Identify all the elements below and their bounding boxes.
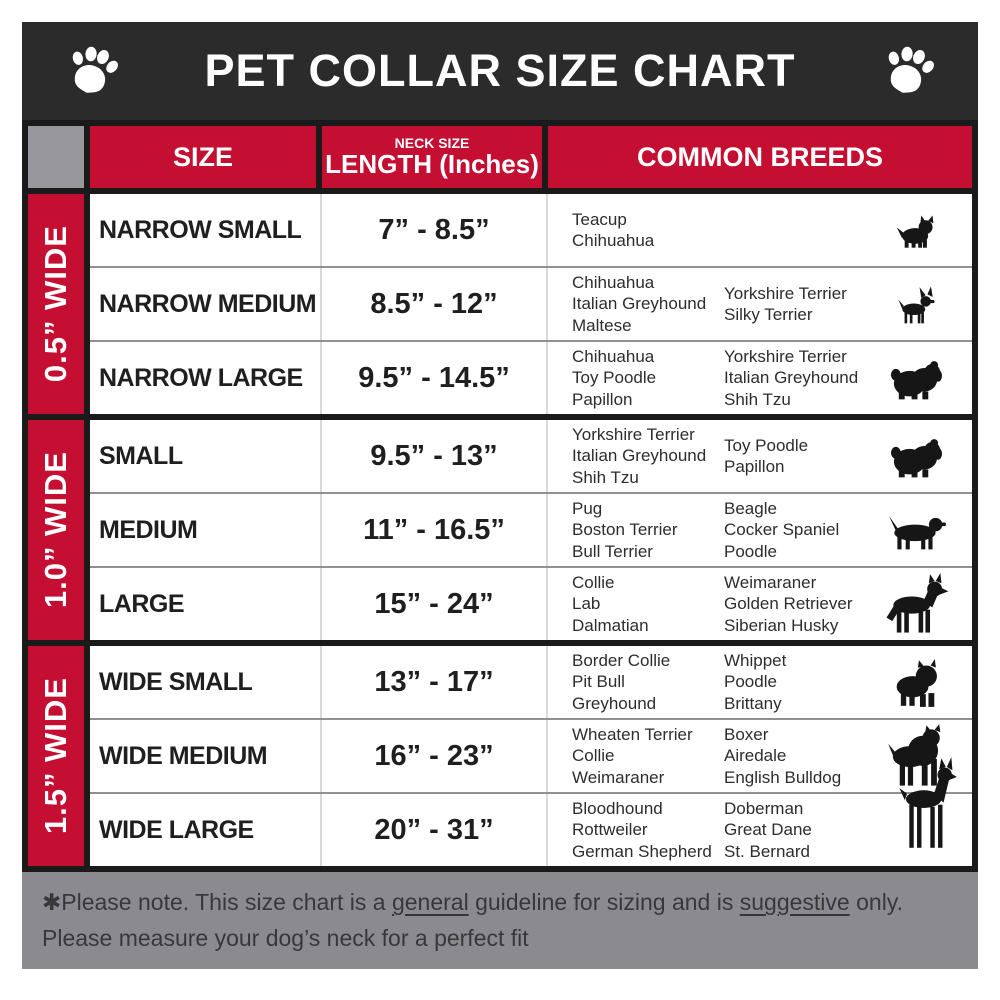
group-label-bar-15: 1.5” WIDE [28, 646, 90, 866]
table-row: WIDE LARGE 20” - 31” Bloodhound Rottweil… [90, 757, 972, 866]
footnote-text: guideline for sizing and is [468, 889, 740, 915]
footnote-line2: Please measure your dog’s neck for a per… [42, 924, 529, 951]
footnote-text: only. [849, 889, 903, 915]
breeds-list-a: Wheaten Terrier Collie Weimaraner [572, 725, 693, 787]
breeds-list-b: Weimaraner Golden Retriever Siberian Hus… [724, 573, 853, 635]
breeds-list-b: Whippet Poodle Brittany [724, 651, 787, 713]
breeds-list-a: Yorkshire Terrier Italian Greyhound Shih… [572, 425, 707, 487]
table-header-row: SIZE NECK SIZE LENGTH (Inches) COMMON BR… [28, 126, 972, 188]
size-chart-table: SIZE NECK SIZE LENGTH (Inches) COMMON BR… [22, 120, 978, 872]
breeds-list-a: Teacup Chihuahua [572, 209, 655, 250]
table-row: NARROW LARGE 9.5” - 14.5” Chihuahua Toy … [90, 340, 972, 414]
size-cell: NARROW SMALL [90, 194, 322, 266]
breeds-cell: Chihuahua Italian Greyhound Maltese York… [548, 268, 972, 340]
width-group-15: 1.5” WIDE WIDE SMALL 13” - 17” Border Co… [28, 646, 972, 866]
breeds-list-b: Yorkshire Terrier Silky Terrier [724, 283, 847, 324]
size-cell: MEDIUM [90, 494, 322, 566]
paw-print-icon [72, 46, 118, 93]
breeds-cell: Bloodhound Rottweiler German Shepherd Do… [548, 757, 972, 866]
neck-size-cell: 8.5” - 12” [322, 268, 548, 340]
breeds-list-b: Beagle Cocker Spaniel Poodle [724, 499, 840, 561]
group-label-bar-10: 1.0” WIDE [28, 420, 90, 640]
footnote-underlined-suggestive: suggestive [739, 889, 850, 915]
width-group-10: 1.0” WIDE SMALL 9.5” - 13” Yorkshire Ter… [28, 420, 972, 640]
breeds-list-b: Boxer Airedale English Bulldog [724, 725, 842, 787]
table-row: SMALL 9.5” - 13” Yorkshire Terrier Itali… [90, 420, 972, 492]
breeds-cell: Chihuahua Toy Poodle Papillon Yorkshire … [548, 342, 972, 414]
neck-size-cell: 9.5” - 14.5” [322, 342, 548, 414]
neck-size-cell: 7” - 8.5” [322, 194, 548, 266]
table-row: MEDIUM 11” - 16.5” Pug Boston Terrier Bu… [90, 492, 972, 566]
breeds-list-b: Toy Poodle Papillon [724, 435, 809, 476]
column-header-size-label: SIZE [172, 141, 233, 172]
bulldog-silhouette-icon [860, 656, 972, 709]
group-label-10: 1.0” WIDE [38, 451, 73, 609]
breeds-list-a: Border Collie Pit Bull Greyhound [572, 651, 671, 713]
column-header-neck-top-label: NECK SIZE [394, 134, 470, 151]
table-row: NARROW SMALL 7” - 8.5” Teacup Chihuahua [90, 194, 972, 266]
neck-size-cell: 13” - 17” [322, 646, 548, 718]
breeds-cell: Border Collie Pit Bull Greyhound Whippet… [548, 646, 972, 718]
neck-size-cell: 16” - 23” [322, 720, 548, 792]
page-title: PET COLLAR SIZE CHART [204, 45, 796, 96]
beagle-silhouette-icon [860, 508, 972, 552]
column-header-neck-main-label: LENGTH (Inches) [325, 149, 539, 180]
footnote-text: ✱Please note. This size chart is a [42, 889, 392, 915]
size-cell: SMALL [90, 420, 322, 492]
neck-size-cell: 11” - 16.5” [322, 494, 548, 566]
chihuahua-silhouette-icon [860, 282, 972, 326]
breeds-cell: Wheaten Terrier Collie Weimaraner Boxer … [548, 720, 972, 792]
breeds-cell: Yorkshire Terrier Italian Greyhound Shih… [548, 420, 972, 492]
paw-print-icon [888, 46, 934, 93]
table-corner-cell [28, 126, 90, 188]
breeds-cell: Teacup Chihuahua [548, 194, 972, 266]
breeds-list-a: Collie Lab Dalmatian [572, 573, 649, 635]
group-label-bar-05: 0.5” WIDE [28, 194, 90, 414]
column-header-common-breeds: COMMON BREEDS [548, 126, 972, 188]
neck-size-cell: 9.5” - 13” [322, 420, 548, 492]
size-cell: WIDE SMALL [90, 646, 322, 718]
column-header-size: SIZE [90, 126, 322, 188]
table-row: WIDE SMALL 13” - 17” Border Collie Pit B… [90, 646, 972, 718]
group-label-15: 1.5” WIDE [38, 677, 73, 835]
width-group-05: 0.5” WIDE NARROW SMALL 7” - 8.5” Teacup … [28, 194, 972, 414]
table-row: LARGE 15” - 24” Collie Lab Dalmatian Wei… [90, 566, 972, 640]
pit-bull-silhouette-icon [860, 724, 972, 788]
column-header-neck-size: NECK SIZE LENGTH (Inches) [322, 126, 548, 188]
size-cell: WIDE LARGE [90, 794, 322, 866]
footnote-underlined-general: general [391, 889, 469, 915]
size-cell: NARROW LARGE [90, 342, 322, 414]
breeds-list-a: Bloodhound Rottweiler German Shepherd [572, 799, 712, 861]
table-row: NARROW MEDIUM 8.5” - 12” Chihuahua Itali… [90, 266, 972, 340]
size-cell: WIDE MEDIUM [90, 720, 322, 792]
neck-size-cell: 15” - 24” [322, 568, 548, 640]
shepherd-silhouette-icon [860, 572, 972, 636]
breeds-list-a: Chihuahua Italian Greyhound Maltese [572, 273, 707, 335]
title-banner: PET COLLAR SIZE CHART [22, 22, 978, 120]
breeds-list-a: Chihuahua Toy Poodle Papillon [572, 347, 657, 409]
breeds-list-b: Yorkshire Terrier Italian Greyhound Shih… [724, 347, 859, 409]
shih-tzu-silhouette-icon [860, 433, 972, 480]
breeds-cell: Pug Boston Terrier Bull Terrier Beagle C… [548, 494, 972, 566]
breeds-cell: Collie Lab Dalmatian Weimaraner Golden R… [548, 568, 972, 640]
breeds-list-b: Doberman Great Dane St. Bernard [724, 799, 812, 861]
shih-tzu-silhouette-icon [860, 355, 972, 402]
yorkie-silhouette-icon [860, 212, 972, 249]
table-row: WIDE MEDIUM 16” - 23” Wheaten Terrier Co… [90, 718, 972, 792]
column-header-breeds-label: COMMON BREEDS [636, 141, 883, 172]
neck-size-cell: 20” - 31” [322, 794, 548, 866]
group-label-05: 0.5” WIDE [38, 225, 73, 383]
disclaimer-footnote: ✱Please note. This size chart is a gener… [22, 872, 978, 969]
size-cell: NARROW MEDIUM [90, 268, 322, 340]
size-cell: LARGE [90, 568, 322, 640]
breeds-list-a: Pug Boston Terrier Bull Terrier [572, 499, 678, 561]
